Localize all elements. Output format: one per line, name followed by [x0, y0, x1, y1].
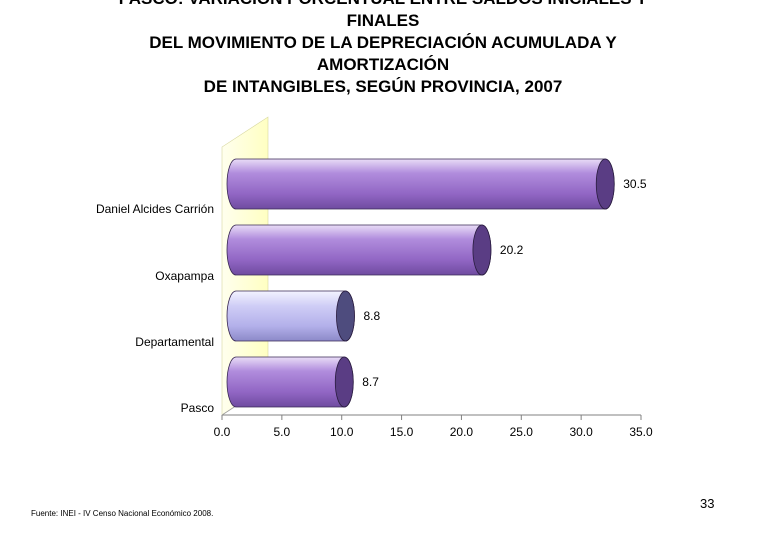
chart-title: PASCO: VARIACIÓN PORCENTUAL ENTRE SALDOS…	[0, 0, 766, 98]
page-number: 33	[700, 496, 715, 511]
title-line: FINALES	[346, 11, 420, 30]
x-tick-label: 35.0	[629, 425, 653, 439]
category-label: Oxapampa	[155, 269, 214, 283]
bar-end-cap	[336, 290, 355, 342]
x-tick-label: 15.0	[390, 425, 414, 439]
x-tick-label: 0.0	[214, 425, 231, 439]
title-line: PASCO: VARIACIÓN PORCENTUAL ENTRE SALDOS…	[0, 0, 766, 10]
x-tick-label: 20.0	[450, 425, 474, 439]
category-label: Departamental	[135, 335, 214, 349]
data-label: 8.7	[362, 375, 379, 389]
x-tick-label: 5.0	[274, 425, 291, 439]
bar-end-cap	[334, 356, 354, 408]
bar-end-cap	[595, 158, 615, 210]
bar-cylinder	[226, 224, 492, 276]
bar-cylinder	[226, 158, 615, 210]
source-note: Fuente: INEI - IV Censo Nacional Económi…	[31, 509, 214, 518]
data-label: 30.5	[623, 177, 647, 191]
x-tick-label: 30.0	[569, 425, 593, 439]
category-label: Daniel Alcides Carrión	[96, 202, 214, 216]
bar-cylinder	[226, 356, 354, 408]
title-line: AMORTIZACIÓN	[316, 55, 450, 74]
bar-body	[226, 356, 354, 408]
bar-body	[226, 290, 355, 342]
bar-cylinder	[226, 290, 355, 342]
bar-body	[226, 158, 615, 210]
data-label: 20.2	[500, 243, 524, 257]
data-label: 8.8	[363, 309, 380, 323]
x-tick-label: 25.0	[510, 425, 534, 439]
title-line: DEL MOVIMIENTO DE LA DEPRECIACIÓN ACUMUL…	[149, 33, 617, 52]
bar-body	[226, 224, 492, 276]
x-tick-label: 10.0	[330, 425, 354, 439]
title-line: DE INTANGIBLES, SEGÚN PROVINCIA, 2007	[203, 77, 563, 96]
bar-end-cap	[472, 224, 492, 276]
category-label: Pasco	[181, 401, 215, 415]
